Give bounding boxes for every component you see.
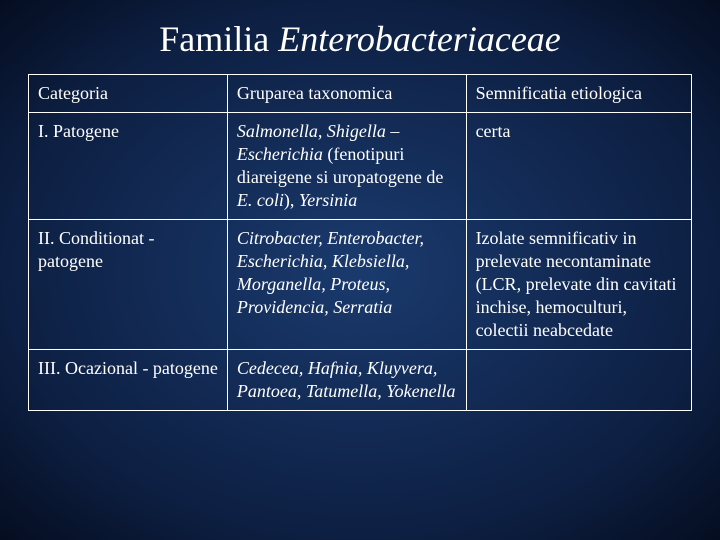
header-gruparea: Gruparea taxonomica (227, 75, 466, 113)
cell-categoria: II. Conditionat - patogene (29, 220, 228, 350)
title-genus: Enterobacteriaceae (278, 19, 561, 59)
genus-text: Citrobacter, Enterobacter, Escherichia, … (237, 228, 424, 317)
taxonomy-table: Categoria Gruparea taxonomica Semnificat… (28, 74, 692, 411)
table-row: II. Conditionat - patogene Citrobacter, … (29, 220, 692, 350)
plain-text: – (386, 121, 400, 141)
cell-semnificatia: certa (466, 113, 691, 220)
header-categoria: Categoria (29, 75, 228, 113)
cell-categoria: I. Patogene (29, 113, 228, 220)
cell-gruparea: Salmonella, Shigella – Escherichia (feno… (227, 113, 466, 220)
table-row: I. Patogene Salmonella, Shigella – Esche… (29, 113, 692, 220)
table-row: III. Ocazional - patogene Cedecea, Hafni… (29, 350, 692, 411)
genus-text: Escherichia (237, 144, 323, 164)
header-semnificatia: Semnificatia etiologica (466, 75, 691, 113)
plain-text: ), (284, 190, 299, 210)
genus-text: Cedecea, Hafnia, Kluyvera, Pantoea, Tatu… (237, 358, 456, 401)
cell-categoria: III. Ocazional - patogene (29, 350, 228, 411)
cell-gruparea: Citrobacter, Enterobacter, Escherichia, … (227, 220, 466, 350)
table-header-row: Categoria Gruparea taxonomica Semnificat… (29, 75, 692, 113)
genus-text: E. coli (237, 190, 284, 210)
genus-text: Yersinia (299, 190, 357, 210)
cell-semnificatia: Izolate semnificativ in prelevate necont… (466, 220, 691, 350)
page-title: Familia Enterobacteriaceae (28, 18, 692, 60)
title-prefix: Familia (159, 19, 278, 59)
genus-text: Salmonella, Shigella (237, 121, 386, 141)
cell-gruparea: Cedecea, Hafnia, Kluyvera, Pantoea, Tatu… (227, 350, 466, 411)
cell-semnificatia (466, 350, 691, 411)
